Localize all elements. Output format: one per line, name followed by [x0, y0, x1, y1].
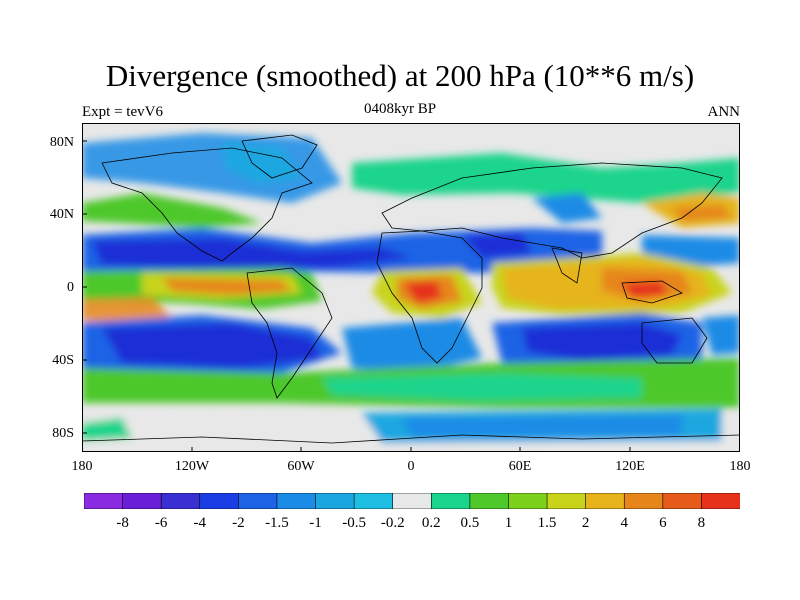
colorbar-swatch [546, 492, 587, 510]
lon-tick-label: 60W [287, 459, 315, 474]
lon-ticks [191, 447, 631, 452]
plot-title: Divergence (smoothed) at 200 hPa (10**6 … [105, 58, 695, 93]
colorbar-label: -2 [232, 515, 245, 531]
lon-tick-label: 0 [407, 459, 415, 474]
colorbar-swatch [469, 492, 510, 510]
colorbar-label: -1.5 [265, 515, 289, 531]
colorbar-swatch [238, 492, 278, 510]
field-region [462, 233, 532, 258]
colorbar-label: -4 [193, 515, 207, 531]
lon-tick-label: 120E [615, 459, 645, 474]
colorbar-label: 0.5 [460, 515, 480, 531]
colorbar-label: 8 [697, 515, 706, 531]
colorbar [83, 492, 741, 510]
lon-tick-label: 120W [174, 459, 210, 474]
field-region [342, 318, 482, 373]
coastline-antarctica [82, 434, 740, 444]
field-region [162, 278, 292, 295]
season-label: ANN [707, 104, 741, 120]
lon-tick-label: 180 [71, 459, 93, 474]
lon-tick-label: 60E [508, 459, 532, 474]
colorbar-swatch [585, 492, 626, 510]
lat-tick-label: 0 [67, 280, 74, 295]
coastline-greenland [241, 134, 318, 179]
lat-ticks [82, 140, 87, 434]
colorbar-label: -6 [154, 515, 168, 531]
colorbar-label: 2 [581, 515, 590, 531]
lat-tick-label: 80S [52, 426, 74, 441]
colorbar-swatch [83, 492, 124, 510]
lat-tick-label: 40N [49, 207, 74, 222]
divergence-map [82, 123, 740, 452]
colorbar-label: -0.2 [380, 515, 405, 531]
coastline-india [551, 247, 583, 284]
coastline-maritime-continent [621, 280, 683, 304]
colorbar-swatch [623, 492, 664, 510]
field-region [92, 238, 412, 268]
field-region [402, 415, 682, 437]
colorbar-label: 0.2 [421, 515, 441, 531]
coastline-south-america [246, 267, 333, 399]
lat-tick-label: 80N [49, 135, 74, 150]
colorbar-swatch [315, 492, 355, 510]
colorbar-swatch [160, 492, 201, 510]
field-region [322, 373, 642, 401]
colorbar-swatch [199, 492, 240, 510]
coastline-australia [641, 317, 708, 364]
lat-tick-label: 40S [52, 353, 74, 368]
colorbar-swatch [701, 492, 741, 510]
lon-tick-label: 180 [729, 459, 751, 474]
experiment-label: Expt = tevV6 [82, 104, 163, 120]
coastline-eurasia [381, 162, 723, 259]
colorbar-label: 1 [504, 515, 513, 531]
field-region [622, 281, 667, 298]
period-label: 0408kyr BP [363, 101, 437, 117]
colorbar-swatch [508, 492, 548, 510]
colorbar-swatch [392, 492, 433, 510]
colorbar-label: -0.5 [342, 515, 366, 531]
colorbar-label: 4 [620, 515, 628, 531]
coastlines [82, 134, 740, 444]
field-region [222, 143, 302, 183]
colorbar-label: -1 [309, 515, 322, 531]
field-region [82, 418, 132, 441]
colorbar-label: 6 [659, 515, 667, 531]
coastline-north-america [101, 147, 313, 262]
colorbar-swatch [662, 492, 703, 510]
field-region [82, 193, 262, 228]
colorbar-swatch [122, 492, 162, 510]
field-region [702, 315, 740, 355]
colorbar-label: 1.5 [537, 515, 557, 531]
colorbar-swatch [353, 492, 394, 510]
colorbar-swatch [430, 492, 471, 510]
field-region [404, 281, 442, 303]
field-region [532, 193, 602, 223]
coastline-africa [376, 230, 483, 364]
colorbar-label: -8 [116, 515, 129, 531]
field-region [102, 323, 322, 368]
field-region [82, 297, 172, 323]
field-region [672, 205, 732, 221]
colorbar-swatch [276, 492, 317, 510]
